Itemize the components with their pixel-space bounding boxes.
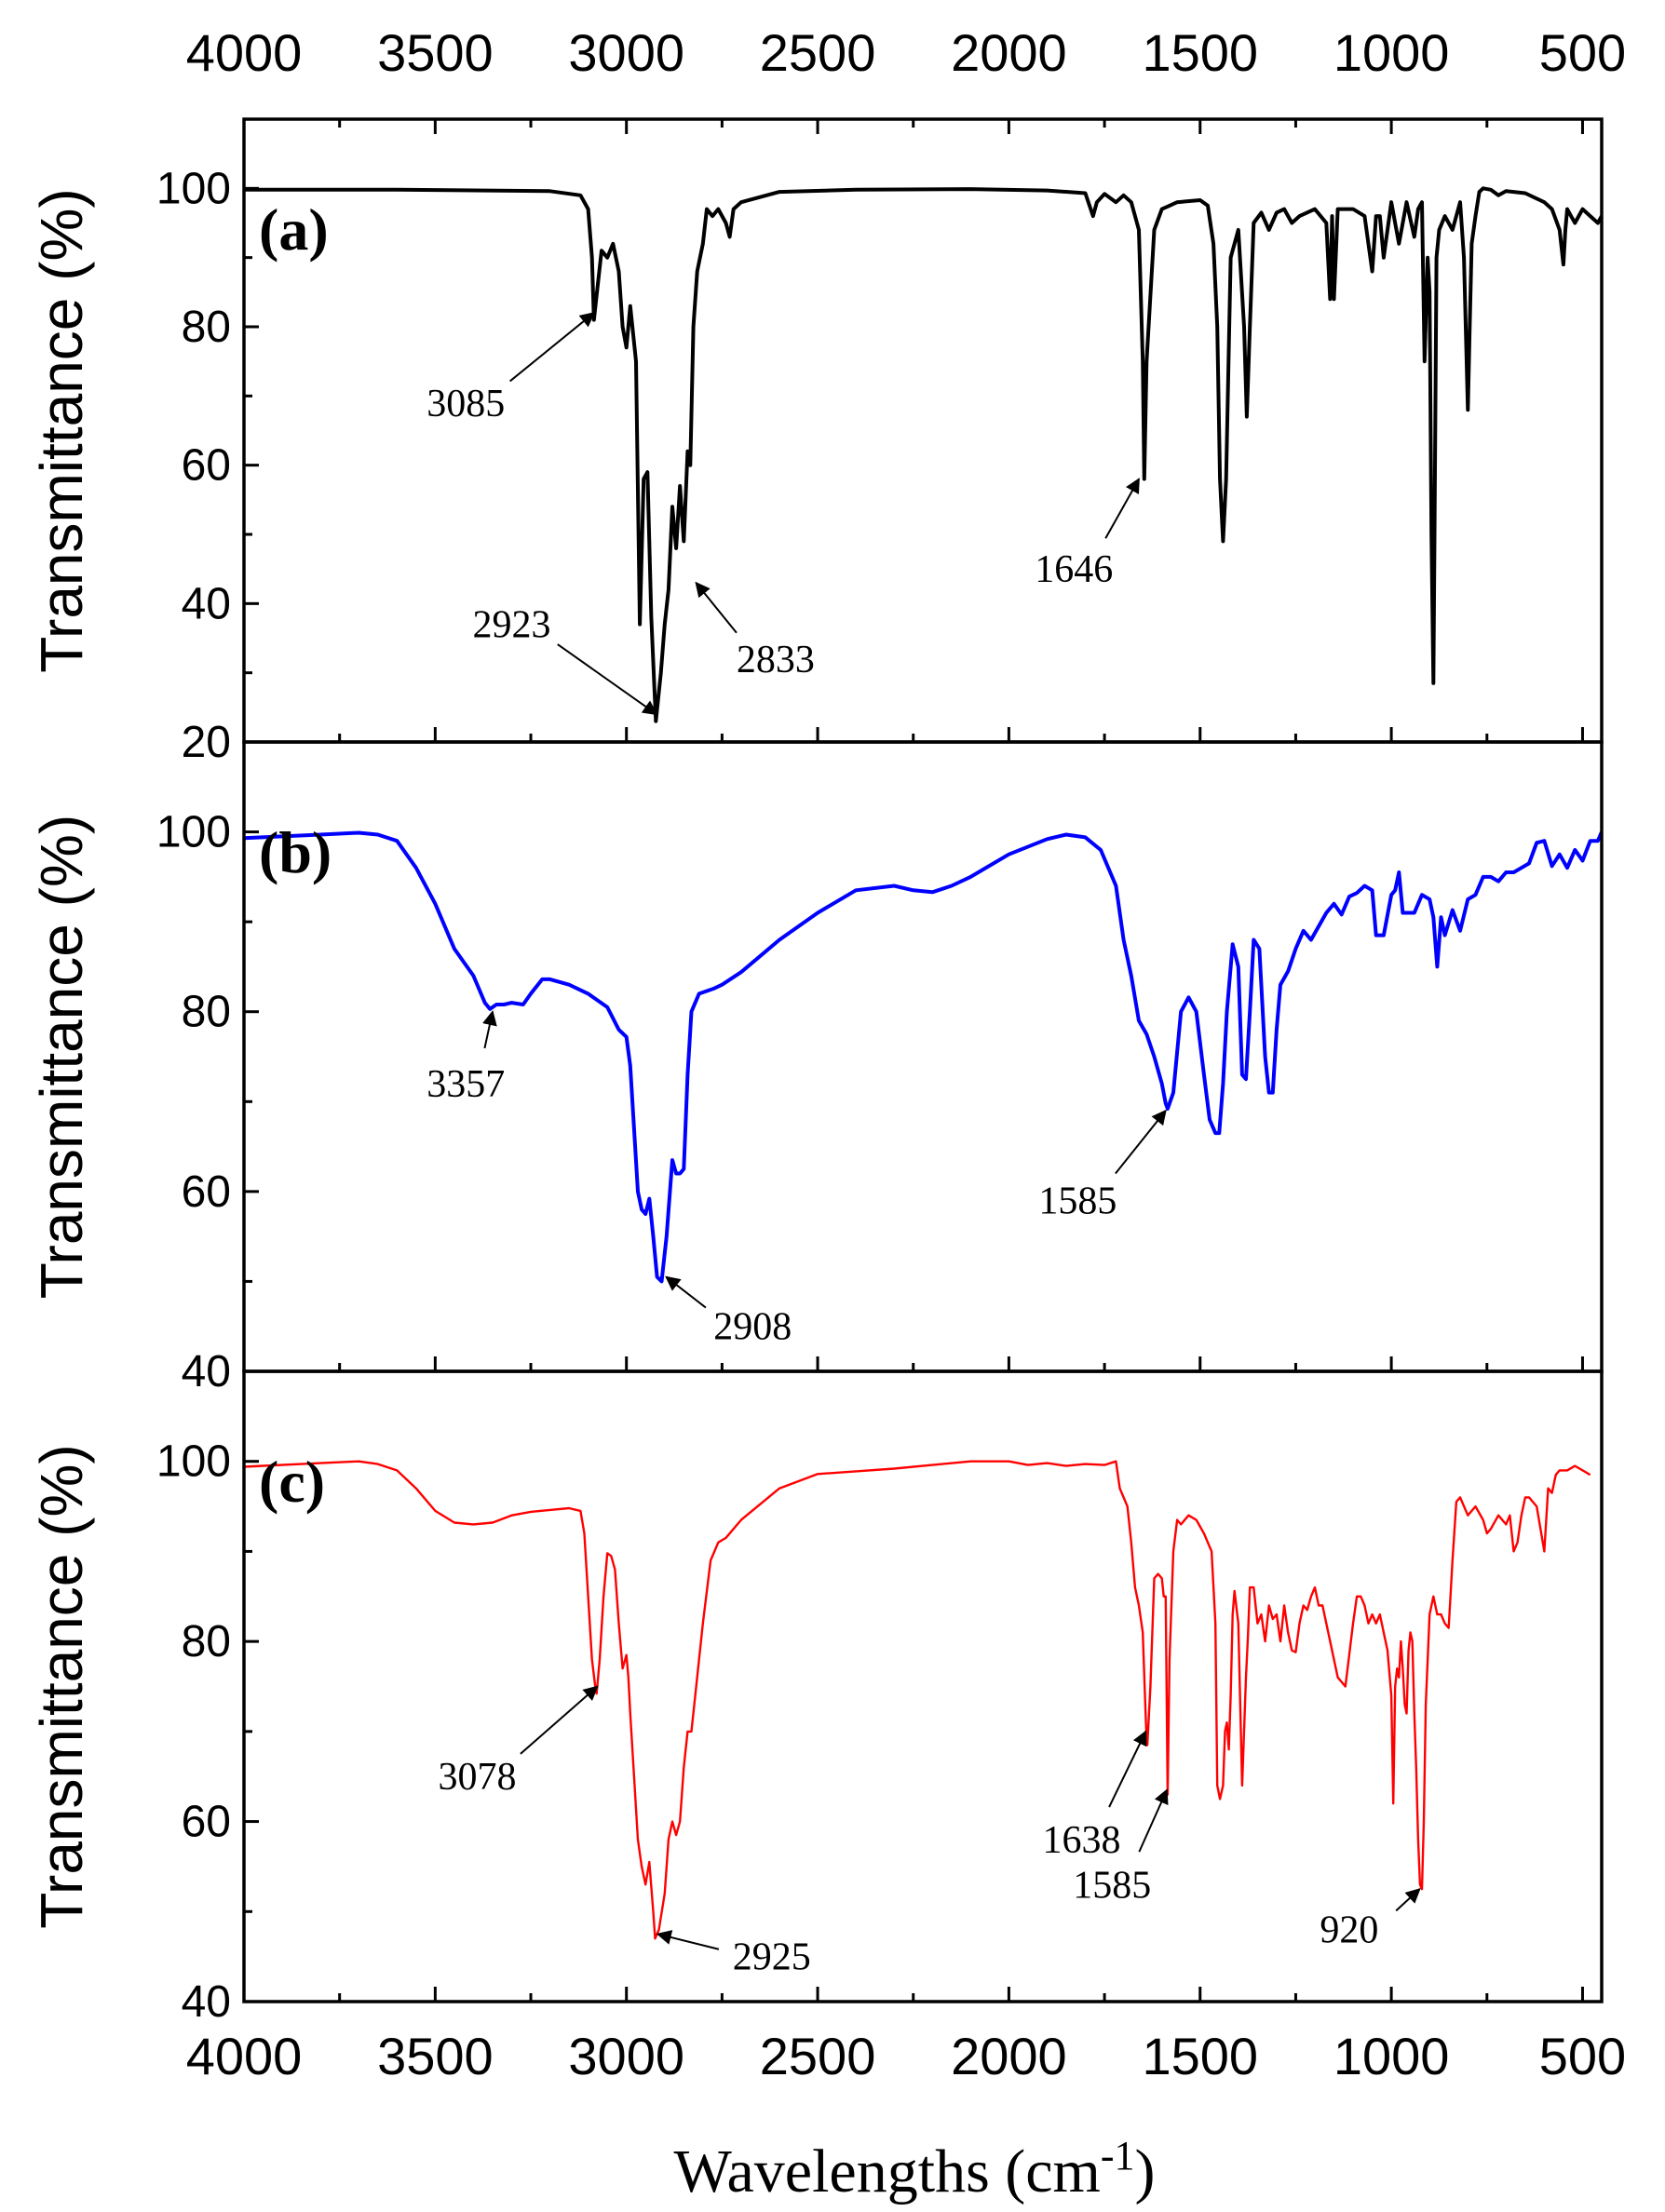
x-tick-label: 3500	[377, 2027, 494, 2085]
peak-label: 920	[1320, 1909, 1378, 1952]
peak-label: 3085	[426, 383, 505, 425]
x-tick-label-top: 1500	[1142, 23, 1258, 82]
panel-1: 20 40 60 80 100 Transmittance (%) (a) 3085 2923 2…	[28, 117, 1604, 767]
peak-label: 2925	[733, 1936, 811, 1979]
x-tick-label-top: 500	[1539, 23, 1626, 82]
y-tick-label: 80	[182, 1617, 231, 1666]
peak-arrow	[482, 1010, 497, 1049]
peak-label: 3078	[439, 1756, 517, 1799]
peak-arrow	[1108, 1730, 1147, 1808]
peak-label: 2923	[472, 604, 550, 647]
x-axis-title-main: Wavelengths (cm	[674, 2138, 1101, 2205]
x-tick-label-top: 3000	[568, 23, 684, 82]
peak-label: 1585	[1038, 1180, 1117, 1223]
x-axis-title: Wavelengths (cm-1)	[674, 2133, 1156, 2205]
panel-3: 40 60 80 100 Transmittance (%) (c) 3078 2925 163…	[28, 1369, 1604, 2027]
x-tick-label: 2000	[951, 2027, 1067, 2085]
panel-frame	[242, 117, 1604, 744]
y-tick-label: 60	[182, 1167, 231, 1217]
peak-arrow	[656, 1930, 720, 1950]
panel-2: 40 60 80 100 Transmittance (%) (b) 3357 2908 158…	[28, 740, 1604, 1396]
peak-arrow	[1104, 478, 1140, 539]
x-tick-label-top: 2000	[951, 23, 1067, 82]
series-line-c	[243, 1460, 1591, 1940]
series-line-a	[244, 186, 1604, 723]
panel-tag: (a)	[259, 196, 329, 263]
panel-tag: (c)	[259, 1449, 325, 1515]
y-tick-label: 100	[156, 1437, 231, 1487]
peak-label: 3357	[426, 1063, 505, 1106]
peak-label: 2833	[737, 639, 815, 681]
x-tick-label-top: 1000	[1333, 23, 1450, 82]
y-tick-label: 100	[156, 164, 231, 213]
peak-arrow	[665, 1275, 707, 1309]
x-axis-title-close: )	[1135, 2138, 1156, 2205]
y-tick-label: 60	[182, 1798, 231, 1847]
x-tick-label: 3000	[568, 2027, 684, 2085]
peak-arrow	[557, 643, 658, 716]
x-tick-label: 2500	[760, 2027, 876, 2085]
peak-arrow	[1115, 1109, 1167, 1175]
series-line-b	[243, 830, 1604, 1284]
x-axis-title-superscript: -1	[1101, 2133, 1135, 2178]
peak-arrow	[1138, 1788, 1169, 1853]
y-tick-label: 40	[182, 579, 231, 628]
x-tick-label-top: 4000	[186, 23, 303, 82]
y-tick-label: 40	[182, 1347, 231, 1396]
peak-arrow	[520, 1685, 599, 1755]
panel-frame	[242, 740, 1604, 1373]
x-tick-label: 1000	[1333, 2027, 1450, 2085]
x-tick-label-top: 2500	[760, 23, 876, 82]
y-tick-label: 40	[182, 1977, 231, 2027]
x-tick-label-top: 3500	[377, 23, 494, 82]
y-axis-title: Transmittance (%)	[28, 188, 95, 672]
peak-arrow	[1395, 1888, 1421, 1912]
x-tick-label: 500	[1539, 2027, 1626, 2085]
y-tick-label: 20	[182, 718, 231, 767]
y-axis-title: Transmittance (%)	[28, 1444, 95, 1928]
x-tick-label: 4000	[186, 2027, 303, 2085]
y-tick-label: 80	[182, 988, 231, 1037]
panel-tag: (b)	[259, 819, 332, 885]
y-tick-label: 100	[156, 808, 231, 857]
y-tick-label: 60	[182, 441, 231, 491]
peak-arrow	[509, 312, 596, 383]
peak-arrow	[695, 581, 738, 634]
x-tick-label: 1500	[1142, 2027, 1258, 2085]
peak-label: 1646	[1035, 548, 1113, 591]
y-tick-label: 80	[182, 303, 231, 352]
y-axis-title: Transmittance (%)	[28, 815, 95, 1299]
panel-frame	[242, 1369, 1604, 2003]
peak-label: 1638	[1042, 1819, 1120, 1862]
peak-label: 2908	[713, 1306, 792, 1349]
peak-label: 1585	[1073, 1864, 1151, 1907]
